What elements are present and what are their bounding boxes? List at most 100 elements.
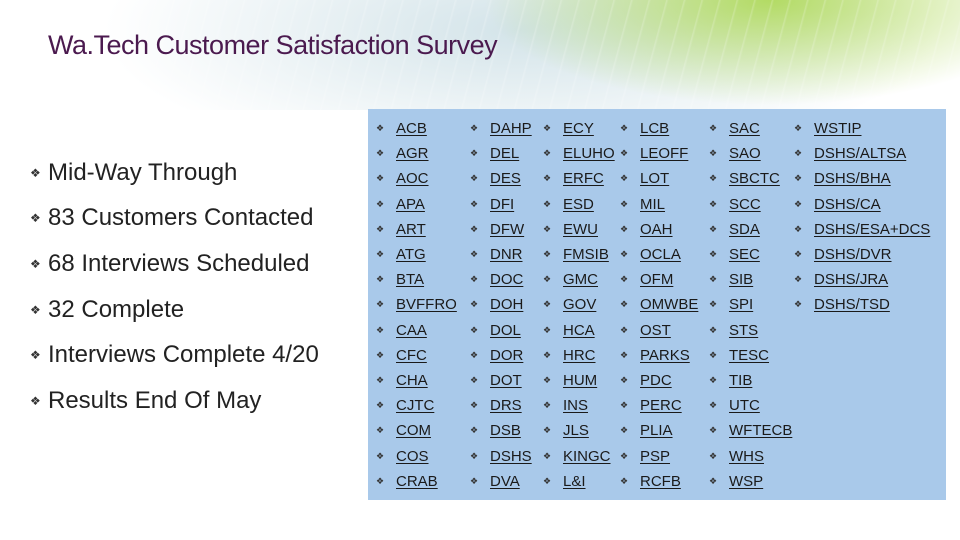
agency-name: STS bbox=[729, 321, 759, 339]
bullet-square-icon: ❖ bbox=[470, 198, 479, 209]
bullet-square-icon: ❖ bbox=[709, 274, 718, 285]
bullet-square-icon: ❖ bbox=[709, 349, 718, 360]
agency-list-item: ❖ AGR bbox=[376, 141, 457, 166]
agency-name: DSHS/JRA bbox=[814, 271, 889, 289]
agency-list-item: ❖ OAH bbox=[620, 217, 698, 242]
bullet-item: ❖ Mid-Way Through bbox=[30, 150, 319, 196]
bullet-square-icon: ❖ bbox=[794, 198, 803, 209]
agency-name: OMWBE bbox=[640, 296, 699, 314]
bullet-square-icon: ❖ bbox=[620, 324, 629, 335]
agency-list-item: ❖ OMWBE bbox=[620, 292, 698, 317]
agency-name: HRC bbox=[563, 346, 596, 364]
agency-column-6: ❖ WSTIP ❖ DSHS/ALTSA ❖ DSHS/BHA ❖ DSHS/CA ❖ DSHS/… bbox=[794, 116, 930, 318]
bullet-square-icon: ❖ bbox=[794, 123, 803, 134]
agency-name: BVFFRO bbox=[396, 296, 457, 314]
agency-column-1: ❖ ACB ❖ AGR ❖ AOC ❖ APA ❖ ART ❖ ATG ❖ BTA ❖ BVFFRO ❖ CAA ❖… bbox=[376, 116, 457, 494]
agency-list-item: ❖ ECY bbox=[543, 116, 615, 141]
agency-name: DSHS bbox=[490, 447, 532, 465]
bullet-square-icon: ❖ bbox=[376, 450, 385, 461]
bullet-square-icon: ❖ bbox=[709, 374, 718, 385]
bullet-square-icon: ❖ bbox=[709, 450, 718, 461]
agency-list-item: ❖ HUM bbox=[543, 368, 615, 393]
agency-name: OCLA bbox=[640, 246, 681, 264]
bullet-square-icon: ❖ bbox=[470, 400, 479, 411]
bullet-square-icon: ❖ bbox=[543, 148, 552, 159]
bullet-square-icon: ❖ bbox=[30, 165, 41, 180]
bullet-square-icon: ❖ bbox=[376, 374, 385, 385]
agency-list-item: ❖ RCFB bbox=[620, 469, 698, 494]
bullet-square-icon: ❖ bbox=[709, 173, 718, 184]
bullet-square-icon: ❖ bbox=[709, 324, 718, 335]
agency-list-item: ❖ DSHS/TSD bbox=[794, 292, 930, 317]
bullet-square-icon: ❖ bbox=[470, 324, 479, 335]
agency-list-item: ❖ GMC bbox=[543, 267, 615, 292]
agency-list-item: ❖ APA bbox=[376, 192, 457, 217]
bullet-square-icon: ❖ bbox=[794, 148, 803, 159]
agency-name: PSP bbox=[640, 447, 671, 465]
bullet-square-icon: ❖ bbox=[709, 223, 718, 234]
bullet-text: Results End Of May bbox=[48, 386, 262, 414]
agency-list-item: ❖ OFM bbox=[620, 267, 698, 292]
agency-list-item: ❖ DSHS/ESA+DCS bbox=[794, 217, 930, 242]
bullet-square-icon: ❖ bbox=[376, 223, 385, 234]
agency-name: ART bbox=[396, 220, 426, 238]
bullet-square-icon: ❖ bbox=[794, 299, 803, 310]
agency-name: JLS bbox=[563, 422, 589, 440]
agency-list-item: ❖ DES bbox=[470, 166, 532, 191]
bullet-square-icon: ❖ bbox=[794, 274, 803, 285]
agency-name: DFI bbox=[490, 195, 515, 213]
bullet-square-icon: ❖ bbox=[543, 400, 552, 411]
bullet-square-icon: ❖ bbox=[709, 123, 718, 134]
agency-list-item: ❖ GOV bbox=[543, 292, 615, 317]
agency-list-item: ❖ SPI bbox=[709, 292, 792, 317]
bullet-item: ❖ Results End Of May bbox=[30, 378, 319, 424]
bullet-square-icon: ❖ bbox=[543, 123, 552, 134]
bullet-square-icon: ❖ bbox=[543, 299, 552, 310]
bullet-square-icon: ❖ bbox=[376, 299, 385, 310]
agency-list-item: ❖ CAA bbox=[376, 318, 457, 343]
agency-name: TESC bbox=[729, 346, 770, 364]
agency-name: GOV bbox=[563, 296, 597, 314]
agency-list-item: ❖ DAHP bbox=[470, 116, 532, 141]
agency-list-item: ❖ CFC bbox=[376, 343, 457, 368]
bullet-square-icon: ❖ bbox=[620, 400, 629, 411]
bullet-square-icon: ❖ bbox=[709, 400, 718, 411]
agency-column-3: ❖ ECY ❖ ELUHO ❖ ERFC ❖ ESD ❖ EWU ❖ FMSIB ❖ GMC ❖ GOV ❖ HC… bbox=[543, 116, 615, 494]
agency-list-item: ❖ SDA bbox=[709, 217, 792, 242]
agency-name: CRAB bbox=[396, 472, 438, 490]
agency-list-item: ❖ DSB bbox=[470, 418, 532, 443]
agency-name: DOH bbox=[490, 296, 524, 314]
bullet-square-icon: ❖ bbox=[470, 425, 479, 436]
agency-list-item: ❖ DSHS/JRA bbox=[794, 267, 930, 292]
agency-list-item: ❖ TESC bbox=[709, 343, 792, 368]
bullet-square-icon: ❖ bbox=[376, 198, 385, 209]
agency-name: DOL bbox=[490, 321, 521, 339]
agency-list-item: ❖ AOC bbox=[376, 166, 457, 191]
bullet-square-icon: ❖ bbox=[470, 148, 479, 159]
bullet-square-icon: ❖ bbox=[620, 249, 629, 260]
agency-name: SAO bbox=[729, 145, 761, 163]
agency-list-item: ❖ ATG bbox=[376, 242, 457, 267]
agency-name: SAC bbox=[729, 120, 760, 138]
agency-list-item: ❖ KINGC bbox=[543, 443, 615, 468]
bullet-square-icon: ❖ bbox=[376, 148, 385, 159]
agency-list-item: ❖ OCLA bbox=[620, 242, 698, 267]
bullet-square-icon: ❖ bbox=[470, 123, 479, 134]
bullet-square-icon: ❖ bbox=[620, 475, 629, 486]
bullet-square-icon: ❖ bbox=[543, 324, 552, 335]
agency-name: WFTECB bbox=[729, 422, 793, 440]
bullet-square-icon: ❖ bbox=[470, 249, 479, 260]
agency-list-item: ❖ DVA bbox=[470, 469, 532, 494]
bullet-text: 68 Interviews Scheduled bbox=[48, 249, 310, 277]
agency-name: MIL bbox=[640, 195, 666, 213]
bullet-square-icon: ❖ bbox=[794, 173, 803, 184]
bullet-square-icon: ❖ bbox=[709, 249, 718, 260]
agency-name: OFM bbox=[640, 271, 674, 289]
agency-name: DES bbox=[490, 170, 521, 188]
agency-name: DAHP bbox=[490, 120, 532, 138]
agency-list-item: ❖ SBCTC bbox=[709, 166, 792, 191]
bullet-square-icon: ❖ bbox=[470, 374, 479, 385]
agency-name: CJTC bbox=[396, 397, 435, 415]
agency-name: DOR bbox=[490, 346, 524, 364]
agency-list-item: ❖ DOH bbox=[470, 292, 532, 317]
